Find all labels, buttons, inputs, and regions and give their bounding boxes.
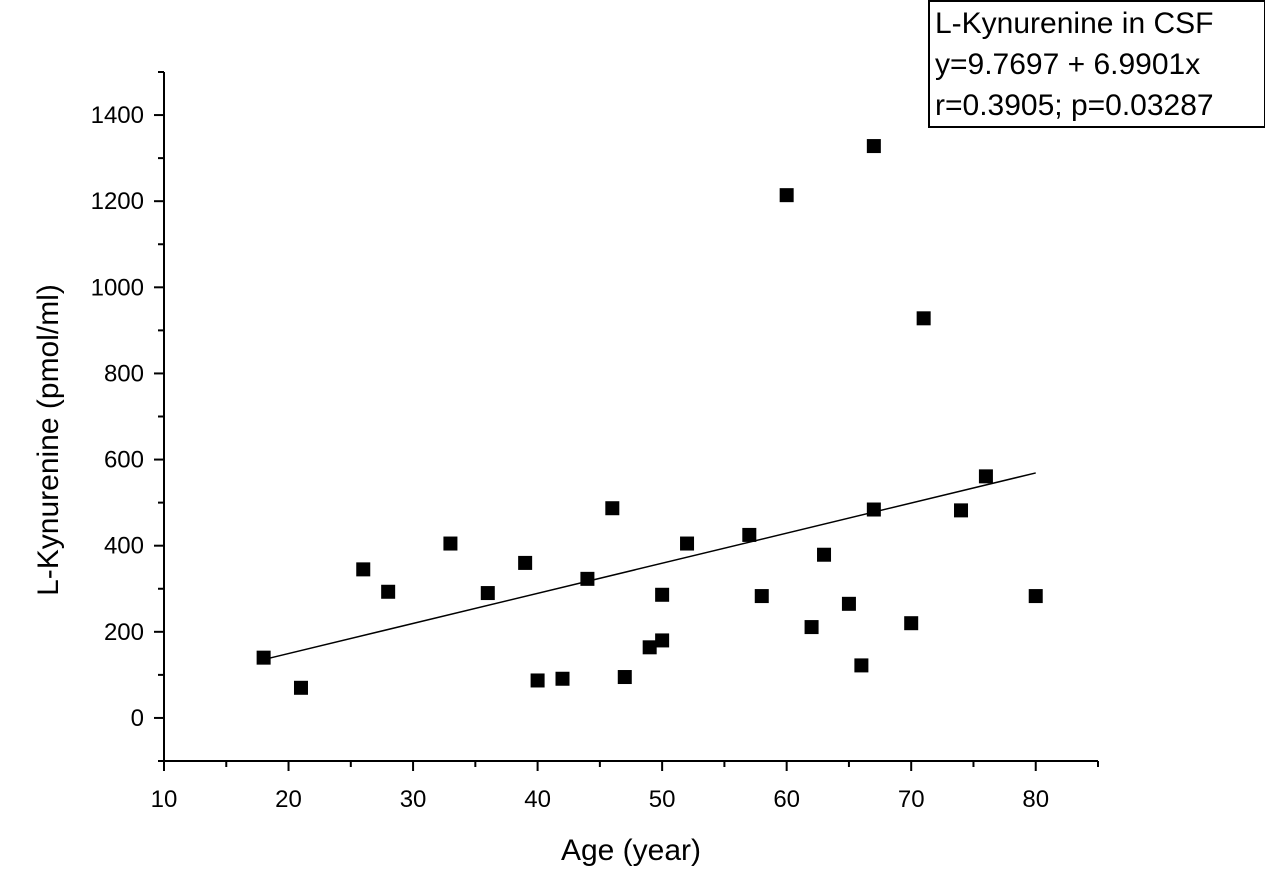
x-tick-label: 80 xyxy=(1022,786,1049,813)
data-point xyxy=(256,650,271,665)
data-point xyxy=(480,586,495,601)
y-tick-label: 1000 xyxy=(91,274,144,301)
data-point xyxy=(817,547,832,562)
data-point xyxy=(655,633,670,648)
x-tick-label: 60 xyxy=(773,786,800,813)
annotation-line-equation: y=9.7697 + 6.9901x xyxy=(935,48,1201,81)
data-point xyxy=(617,670,632,685)
data-point xyxy=(916,311,931,326)
x-tick-label: 10 xyxy=(151,786,178,813)
data-point xyxy=(605,501,620,516)
y-tick-label: 400 xyxy=(104,533,144,560)
data-point xyxy=(866,502,881,517)
x-tick-label: 70 xyxy=(898,786,925,813)
x-tick-label: 20 xyxy=(275,786,302,813)
data-point xyxy=(841,596,856,611)
y-tick-label: 1200 xyxy=(91,188,144,215)
data-point xyxy=(854,658,869,673)
y-tick-label: 200 xyxy=(104,619,144,646)
y-tick-label: 600 xyxy=(104,447,144,474)
data-point xyxy=(954,503,969,518)
data-point xyxy=(866,139,881,154)
data-point xyxy=(754,589,769,604)
annotation-line-title: L-Kynurenine in CSF xyxy=(935,7,1214,40)
data-point xyxy=(642,640,657,655)
data-point xyxy=(978,469,993,484)
data-point xyxy=(1028,589,1043,604)
axes: 10 20 30 40 50 60 70 80020040060080010001200140… xyxy=(91,71,1099,813)
data-point xyxy=(779,188,794,203)
data-point xyxy=(293,680,308,695)
data-point xyxy=(804,620,819,635)
x-axis-label: Age (year) xyxy=(561,834,701,867)
y-tick-label: 0 xyxy=(131,705,144,732)
data-point xyxy=(555,671,570,686)
data-point xyxy=(580,571,595,586)
annotation-line-stats: r=0.3905; p=0.03287 xyxy=(935,89,1214,122)
data-point xyxy=(530,673,545,688)
y-tick-label: 800 xyxy=(104,360,144,387)
data-point xyxy=(680,536,695,551)
data-point xyxy=(655,587,670,602)
data-point xyxy=(904,616,919,631)
data-point xyxy=(742,527,757,542)
x-tick-label: 30 xyxy=(400,786,427,813)
data-point xyxy=(518,555,533,570)
fit-annotation-box: L-Kynurenine in CSF y=9.7697 + 6.9901x r… xyxy=(928,0,1265,128)
fit-line xyxy=(263,472,1036,661)
data-point xyxy=(443,536,458,551)
points-group xyxy=(256,139,1043,695)
y-tick-label: 1400 xyxy=(91,102,144,129)
fit-line-group xyxy=(263,472,1036,661)
x-tick-label: 50 xyxy=(649,786,676,813)
x-tick-label: 40 xyxy=(524,786,551,813)
data-point xyxy=(381,584,396,599)
y-axis-label: L-Kynurenine (pmol/ml) xyxy=(32,284,65,596)
data-point xyxy=(356,562,371,577)
